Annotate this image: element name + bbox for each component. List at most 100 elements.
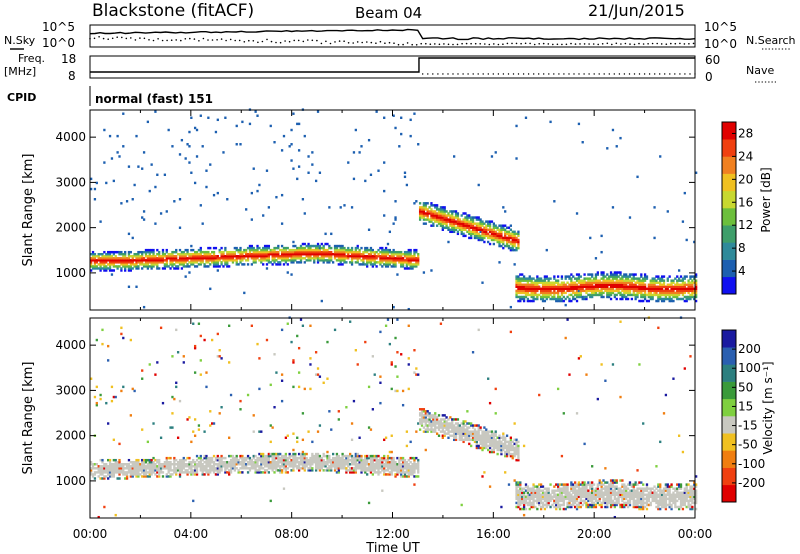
echo-cell xyxy=(396,473,399,476)
echo-cell xyxy=(358,252,361,256)
echo-cell xyxy=(228,471,231,474)
echo-cell xyxy=(424,222,427,225)
echo-cell xyxy=(386,456,390,460)
echo-cell xyxy=(273,252,276,256)
echo-cell xyxy=(549,283,552,286)
echo-cell xyxy=(530,283,533,286)
echo-cell xyxy=(507,246,511,250)
echo-cell xyxy=(664,291,668,295)
echo-cell xyxy=(579,295,582,299)
echo-cell xyxy=(307,255,310,258)
echo-cell xyxy=(390,465,393,468)
echo-cell xyxy=(282,460,286,464)
echo-cell xyxy=(401,261,405,264)
echo-cell xyxy=(188,265,191,268)
echo-cell xyxy=(388,467,392,470)
echo-cell xyxy=(188,255,191,258)
echo-cell xyxy=(422,430,426,433)
echo-cell xyxy=(479,234,482,238)
echo-cell xyxy=(488,446,492,450)
echo-cell xyxy=(139,257,142,260)
echo-cell xyxy=(560,289,564,293)
echo-cell xyxy=(437,422,441,425)
echo-cell xyxy=(324,250,327,254)
echo-cell xyxy=(432,218,435,221)
echo-cell xyxy=(558,289,562,293)
echo-cell xyxy=(437,420,441,423)
echo-cell xyxy=(672,281,675,284)
colorbar-segment xyxy=(722,242,736,260)
echo-cell xyxy=(101,465,104,468)
echo-cell xyxy=(90,471,93,474)
echo-cell xyxy=(211,422,214,425)
echo-cell xyxy=(125,475,129,478)
echo-cell xyxy=(477,438,480,442)
echo-cell xyxy=(318,244,322,248)
echo-cell xyxy=(373,259,376,262)
echo-cell xyxy=(280,244,284,248)
echo-cell xyxy=(112,257,115,260)
echo-cell xyxy=(142,469,146,472)
echo-cell xyxy=(407,387,410,391)
echo-cell xyxy=(426,208,429,211)
echo-cell xyxy=(188,460,191,464)
echo-cell xyxy=(581,297,584,301)
echo-cell xyxy=(199,250,202,254)
echo-cell xyxy=(146,467,150,470)
echo-cell xyxy=(551,291,554,295)
echo-cell xyxy=(373,454,376,458)
echo-cell xyxy=(303,463,306,466)
echo-cell xyxy=(282,465,286,468)
echo-cell xyxy=(101,259,104,262)
echo-cell xyxy=(277,255,280,258)
echo-cell xyxy=(677,283,681,286)
echo-cell xyxy=(619,273,622,276)
echo-cell xyxy=(492,236,495,240)
echo-cell xyxy=(199,261,202,264)
echo-cell xyxy=(488,230,492,234)
echo-cell xyxy=(364,454,367,458)
echo-cell xyxy=(116,471,119,474)
echo-cell xyxy=(122,471,125,474)
echo-cell xyxy=(384,469,388,472)
echo-cell xyxy=(407,261,410,264)
echo-cell xyxy=(301,257,305,260)
echo-cell xyxy=(575,273,579,276)
echo-cell xyxy=(488,442,492,446)
echo-cell xyxy=(152,259,155,262)
echo-cell xyxy=(383,456,386,460)
echo-cell xyxy=(475,430,478,433)
echo-cell xyxy=(386,242,390,246)
echo-cell xyxy=(275,371,278,374)
echo-cell xyxy=(496,234,499,238)
echo-cell xyxy=(373,263,376,266)
echo-cell xyxy=(103,267,106,270)
echo-cell xyxy=(279,263,282,266)
echo-cell xyxy=(214,265,218,268)
echo-cell xyxy=(101,477,104,480)
echo-cell xyxy=(396,259,399,262)
echo-cell xyxy=(337,418,340,421)
echo-cell xyxy=(456,230,460,234)
echo-cell xyxy=(384,324,388,327)
echo-cell xyxy=(322,463,325,466)
echo-cell xyxy=(373,255,376,258)
echo-cell xyxy=(216,255,219,258)
echo-cell xyxy=(167,463,170,466)
echo-cell xyxy=(352,151,356,154)
echo-cell xyxy=(420,424,424,427)
echo-cell xyxy=(483,432,486,435)
echo-cell xyxy=(441,414,444,417)
nsearch-point xyxy=(216,39,218,41)
echo-cell xyxy=(562,295,565,299)
echo-cell xyxy=(358,263,361,266)
echo-cell xyxy=(504,438,507,442)
echo-cell xyxy=(398,257,401,260)
echo-cell xyxy=(528,287,531,291)
echo-cell xyxy=(536,283,539,286)
echo-cell xyxy=(214,456,218,460)
echo-cell xyxy=(364,340,367,344)
echo-cell xyxy=(424,218,427,221)
echo-cell xyxy=(513,446,516,450)
echo-cell xyxy=(258,467,261,470)
